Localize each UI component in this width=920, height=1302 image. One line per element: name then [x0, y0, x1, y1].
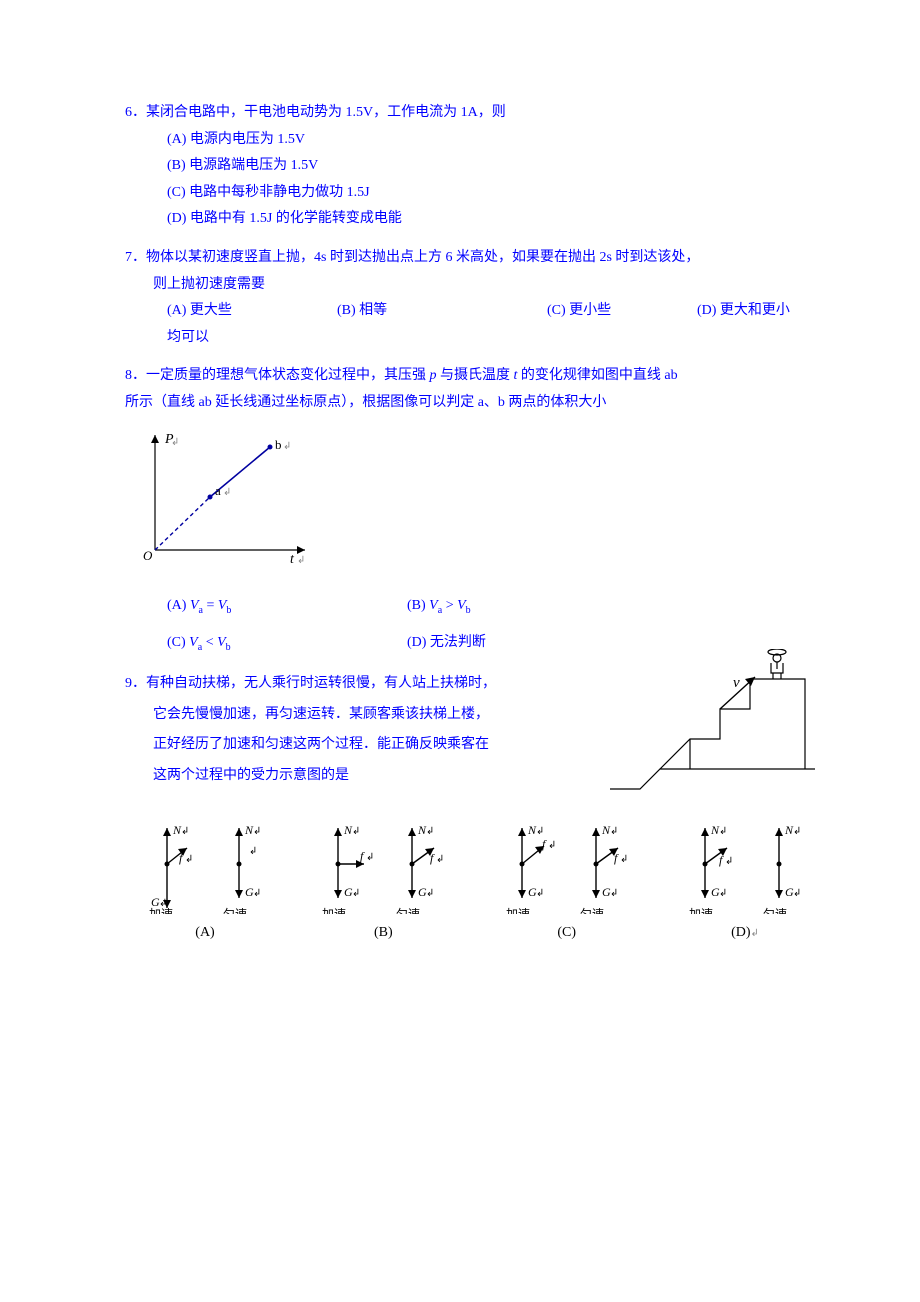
q7-opt-c: (C) 更小些 [547, 298, 697, 325]
svg-text:匀速: 匀速 [763, 907, 787, 914]
q8-opt-c: (C) Va < Vb [167, 630, 407, 657]
svg-text:↲: ↲ [536, 826, 544, 837]
svg-text:↲: ↲ [436, 854, 444, 865]
svg-text:↲: ↲ [297, 555, 305, 565]
q6-opt-a: (A) 电源内电压为 1.5V [125, 127, 805, 154]
fd-d-const: N↲ G↲ 匀速 [759, 822, 805, 914]
svg-text:t: t [290, 552, 295, 565]
q7-opt-d-cont: 均可以 [125, 325, 805, 352]
svg-text:加速: 加速 [322, 907, 346, 914]
svg-text:↲: ↲ [185, 854, 193, 865]
svg-text:↲: ↲ [253, 888, 261, 899]
svg-text:↲: ↲ [253, 826, 261, 837]
fd-c-accel: N↲ f↲ G↲ 加速 [502, 822, 558, 914]
svg-text:匀速: 匀速 [580, 907, 604, 914]
svg-text:加速: 加速 [689, 907, 713, 914]
svg-text:匀速: 匀速 [396, 907, 420, 914]
q8-graph: O P ↲ t ↲ a ↲ b ↲ [125, 417, 805, 584]
svg-text:↲: ↲ [719, 826, 727, 837]
svg-text:↲: ↲ [725, 856, 733, 867]
svg-text:↲: ↲ [352, 888, 360, 899]
svg-text:↲: ↲ [366, 852, 374, 863]
svg-text:↲: ↲ [426, 888, 434, 899]
svg-text:↲: ↲ [536, 888, 544, 899]
q7-stem-cont: 则上抛初速度需要 [125, 272, 805, 299]
q6-opt-c: (C) 电路中每秒非静电力做功 1.5J [125, 180, 805, 207]
escalator-svg: v [605, 649, 835, 799]
svg-text:↲: ↲ [793, 826, 801, 837]
exam-page: 6．某闭合电路中，干电池电动势为 1.5V，工作电流为 1A，则 (A) 电源内… [0, 0, 920, 1019]
fd-a-letter: (A) [145, 920, 265, 947]
q7-opt-b: (B) 相等 [337, 298, 547, 325]
svg-text:↲: ↲ [548, 840, 556, 851]
svg-text:↲: ↲ [793, 888, 801, 899]
fd-option-b: N↲ f↲ G↲ 加速 N↲ [318, 822, 448, 947]
svg-text:v: v [733, 675, 740, 691]
q9-stem-l4: 这两个过程中的受力示意图的是 [125, 761, 525, 792]
svg-text:↲: ↲ [181, 826, 189, 837]
svg-text:↲: ↲ [719, 888, 727, 899]
q9-text: 9．有种自动扶梯，无人乘行时运转很慢，有人站上扶梯时， 它会先慢慢加速，再匀速运… [125, 669, 525, 792]
fd-d-letter: (D)↲ [685, 920, 805, 947]
question-8: 8．一定质量的理想气体状态变化过程中，其压强 p 与摄氏温度 t 的变化规律如图… [125, 363, 805, 656]
q6-stem: 6．某闭合电路中，干电池电动势为 1.5V，工作电流为 1A，则 [125, 100, 805, 127]
escalator-figure: v [605, 649, 835, 810]
q8-stem-l2: 所示（直线 ab 延长线通过坐标原点），根据图像可以判定 a、b 两点的体积大小 [125, 390, 805, 417]
q7-stem: 7．物体以某初速度竖直上抛，4s 时到达抛出点上方 6 米高处，如果要在抛出 2… [125, 245, 805, 272]
question-9: v 9．有种自动扶梯，无人乘行时运转很慢，有人站上扶梯时， 它会先慢慢加速，再匀… [125, 669, 805, 947]
svg-text:↲: ↲ [249, 846, 257, 857]
q9-stem-l2: 它会先慢慢加速，再匀速运转．某顾客乘该扶梯上楼， [125, 700, 525, 731]
q7-opt-a: (A) 更大些 [167, 298, 337, 325]
svg-text:加速: 加速 [506, 907, 530, 914]
q8-stem-l1: 8．一定质量的理想气体状态变化过程中，其压强 p 与摄氏温度 t 的变化规律如图… [125, 363, 805, 390]
svg-text:↲: ↲ [171, 437, 179, 448]
fd-d-accel: N↲ f↲ G↲ 加速 [685, 822, 741, 914]
svg-text:f: f [430, 851, 435, 865]
q7-opt-d: (D) 更大和更小 [697, 298, 790, 325]
fd-option-c: N↲ f↲ G↲ 加速 N↲ [502, 822, 632, 947]
svg-text:↲: ↲ [620, 854, 628, 865]
svg-text:↲: ↲ [610, 888, 618, 899]
fd-a-const: N↲ ↲ G↲ 匀速 [219, 822, 265, 914]
q8-opt-b: (B) Va > Vb [407, 593, 647, 620]
svg-text:O: O [143, 548, 153, 563]
svg-text:↲: ↲ [283, 441, 291, 452]
pt-graph-svg: O P ↲ t ↲ a ↲ b ↲ [135, 425, 315, 565]
q6-opt-b: (B) 电源路端电压为 1.5V [125, 153, 805, 180]
fd-option-a: N↲ f↲ G↲ 加速 N↲ ↲ [145, 822, 265, 947]
question-6: 6．某闭合电路中，干电池电动势为 1.5V，工作电流为 1A，则 (A) 电源内… [125, 100, 805, 233]
svg-text:↲: ↲ [223, 487, 231, 498]
q8-options: (A) Va = Vb (B) Va > Vb (C) Va < Vb (D) … [125, 593, 805, 657]
fd-b-letter: (B) [318, 920, 448, 947]
fd-c-letter: (C) [502, 920, 632, 947]
svg-text:f: f [360, 849, 365, 863]
q8-opt-a: (A) Va = Vb [167, 593, 407, 620]
fd-a-accel: N↲ f↲ G↲ 加速 [145, 822, 201, 914]
question-7: 7．物体以某初速度竖直上抛，4s 时到达抛出点上方 6 米高处，如果要在抛出 2… [125, 245, 805, 351]
fd-b-accel: N↲ f↲ G↲ 加速 [318, 822, 374, 914]
svg-text:a: a [215, 483, 221, 498]
svg-text:f: f [542, 837, 547, 851]
q7-options: (A) 更大些 (B) 相等 (C) 更小些 (D) 更大和更小 [125, 298, 805, 325]
svg-text:匀速: 匀速 [223, 907, 247, 914]
fd-option-d: N↲ f↲ G↲ 加速 N↲ [685, 822, 805, 947]
svg-text:↲: ↲ [426, 826, 434, 837]
svg-text:f: f [614, 851, 619, 865]
fd-c-const: N↲ f↲ G↲ 匀速 [576, 822, 632, 914]
svg-text:↲: ↲ [610, 826, 618, 837]
q9-stem-l3: 正好经历了加速和匀速这两个过程．能正确反映乘客在 [125, 730, 525, 761]
force-diagrams: N↲ f↲ G↲ 加速 N↲ ↲ [125, 792, 805, 947]
fd-b-const: N↲ f↲ G↲ 匀速 [392, 822, 448, 914]
svg-text:↲: ↲ [352, 826, 360, 837]
svg-text:b: b [275, 437, 282, 452]
q6-opt-d: (D) 电路中有 1.5J 的化学能转变成电能 [125, 206, 805, 233]
svg-text:加速: 加速 [149, 907, 173, 914]
q9-stem-l1: 9．有种自动扶梯，无人乘行时运转很慢，有人站上扶梯时， [125, 669, 525, 700]
